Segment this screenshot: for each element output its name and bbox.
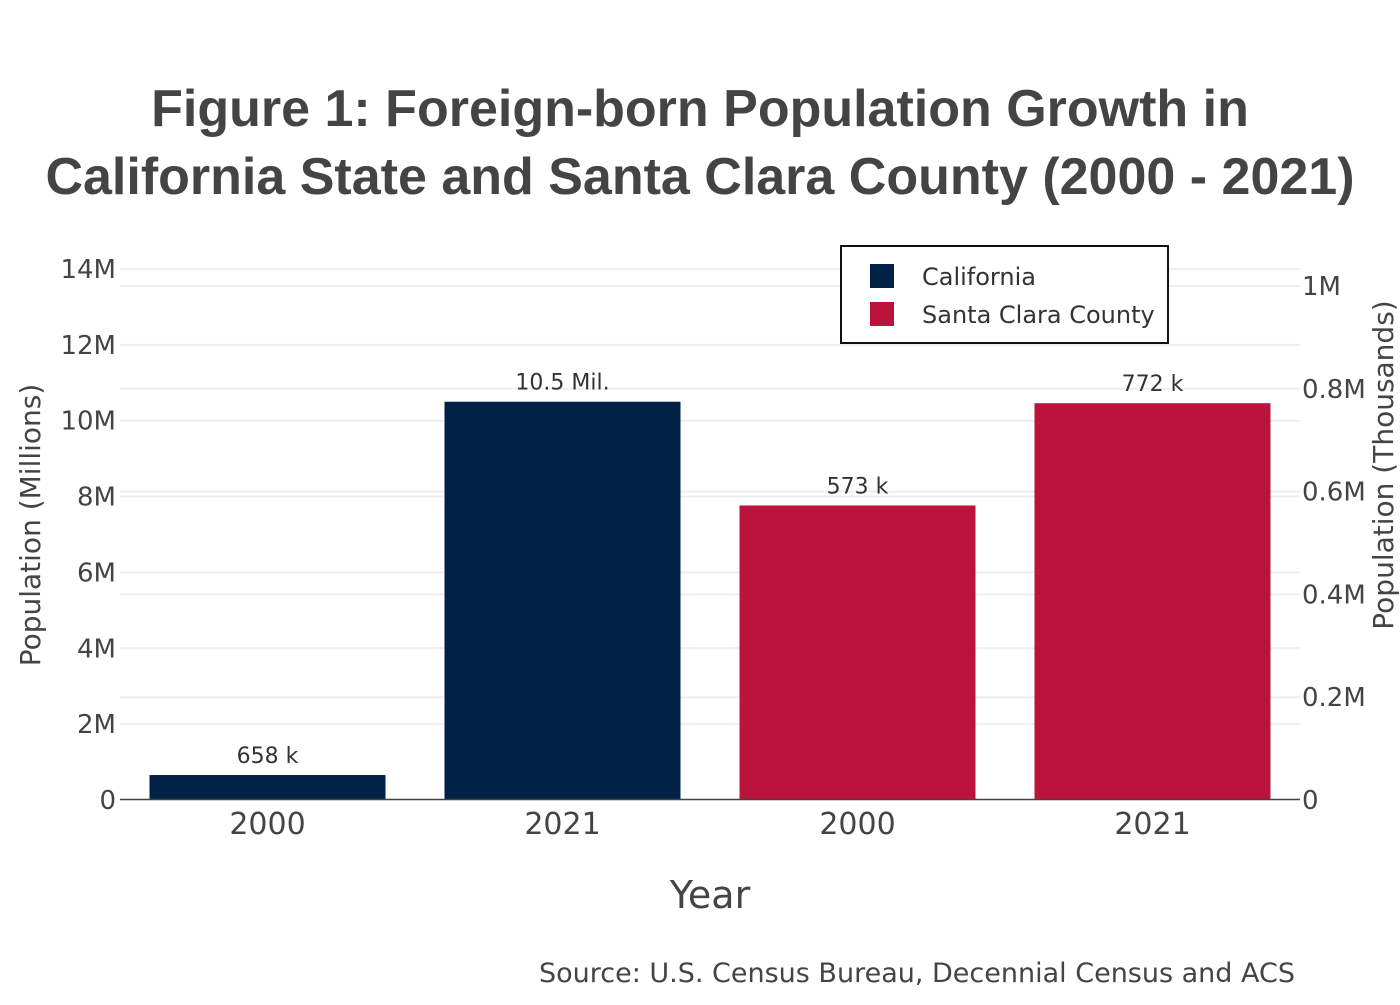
data-labels: 658 k 10.5 Mil. 573 k 772 k — [237, 371, 1184, 769]
legend-label-california: California — [922, 263, 1036, 291]
y-tick-label-left: 12M — [60, 331, 116, 361]
legend: California Santa Clara County — [840, 245, 1169, 344]
chart-title-line-2: California State and Santa Clara County … — [45, 148, 1354, 206]
chart-title-line-1: Figure 1: Foreign-born Population Growth… — [151, 80, 1249, 138]
y-tick-label-right: 0.4M — [1302, 580, 1366, 610]
y-tick-label-left: 8M — [77, 483, 116, 513]
legend-swatch-santa-clara — [870, 302, 894, 326]
left-gridlines — [120, 267, 1300, 726]
x-tick-label: 2021 — [1114, 807, 1190, 842]
y-tick-label-left: 10M — [60, 407, 116, 437]
y-tick-label-right: 0.2M — [1302, 683, 1366, 713]
legend-swatch-california — [870, 264, 894, 288]
x-tick-label: 2000 — [819, 807, 895, 842]
x-axis-title: Year — [669, 873, 751, 917]
category-labels: 2000 2021 2000 2021 — [229, 807, 1190, 842]
legend-box — [840, 245, 1169, 344]
bar-value-label: 658 k — [237, 744, 299, 769]
bars-group — [149, 401, 1271, 800]
y-tick-label-left: 2M — [77, 710, 116, 740]
y-axis-title-right: Population (Thousands) — [1367, 300, 1400, 629]
bar-value-label: 772 k — [1122, 372, 1184, 397]
x-tick-label: 2000 — [229, 807, 305, 842]
y-tick-label-right: 0.6M — [1302, 478, 1366, 508]
bar-california-2021 — [444, 401, 681, 800]
x-tick-label: 2021 — [524, 807, 600, 842]
bar-santa-clara-county-2000 — [739, 505, 976, 800]
right-axis-ticks: 0 0.2M 0.4M 0.6M 0.8M 1M — [1302, 272, 1366, 816]
bar-value-label: 573 k — [827, 474, 889, 499]
y-tick-label-right: 1M — [1302, 272, 1341, 302]
y-tick-label-right: 0 — [1302, 786, 1319, 816]
bar-california-2000 — [149, 775, 386, 800]
y-tick-label-left: 14M — [60, 255, 116, 285]
y-tick-label-left: 6M — [77, 558, 116, 588]
y-tick-label-right: 0.8M — [1302, 375, 1366, 405]
legend-label-santa-clara: Santa Clara County — [922, 301, 1155, 329]
source-note: Source: U.S. Census Bureau, Decennial Ce… — [539, 958, 1295, 989]
y-tick-label-left: 0 — [99, 786, 116, 816]
bar-value-label: 10.5 Mil. — [515, 371, 609, 396]
y-tick-label-left: 4M — [77, 634, 116, 664]
y-axis-title-left: Population (Millions) — [14, 384, 47, 667]
bar-santa-clara-county-2021 — [1034, 403, 1271, 800]
left-axis-ticks: 0 2M 4M 6M 8M 10M 12M 14M — [60, 255, 116, 816]
